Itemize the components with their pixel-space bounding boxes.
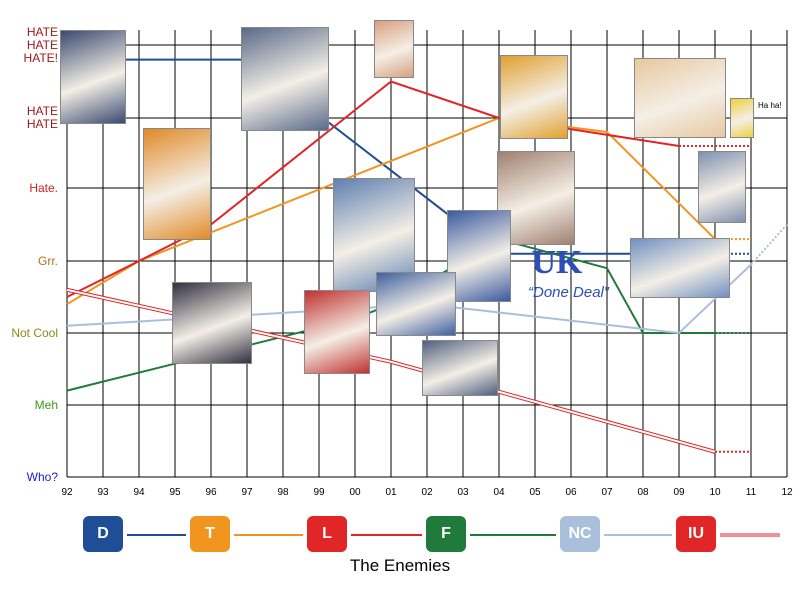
x-tick-label: 93 — [97, 487, 109, 498]
florida-logo: F — [426, 516, 466, 552]
x-tick-label: 97 — [241, 487, 253, 498]
y-level-label: HATE HATE HATE! — [23, 24, 58, 65]
haha-speech-bubble: Ha ha! — [756, 100, 784, 111]
florida-coach-photo — [172, 282, 252, 364]
duke-celebration-photo — [241, 27, 329, 131]
x-tick-label: 04 — [493, 487, 505, 498]
indiana-logo: IU — [676, 516, 716, 552]
x-tick-label: 95 — [169, 487, 181, 498]
cartoon-laughing-photo — [730, 98, 754, 138]
y-level-label: Not Cool — [11, 325, 58, 340]
louisville-coach-head-photo — [374, 20, 414, 78]
x-tick-label: 94 — [133, 487, 145, 498]
y-level-label: Who? — [26, 469, 58, 484]
x-tick-label: 09 — [673, 487, 685, 498]
unc-coach-photo — [422, 340, 498, 396]
x-tick-label: 08 — [637, 487, 649, 498]
tennessee-logo: T — [190, 516, 230, 552]
florida-player-2-photo — [376, 272, 456, 336]
duke-shooter-photo — [60, 30, 126, 124]
y-level-label: Meh — [34, 397, 58, 412]
indiana-coach-photo — [304, 290, 370, 374]
series-projection — [750, 223, 788, 266]
x-tick-label: 03 — [457, 487, 469, 498]
y-level-label: Grr. — [38, 253, 58, 268]
x-tick-label: 02 — [421, 487, 433, 498]
x-tick-label: 10 — [709, 487, 721, 498]
duke-logo: D — [83, 516, 123, 552]
x-tick-label: 98 — [277, 487, 289, 498]
x-tick-label: 96 — [205, 487, 217, 498]
y-level-label: HATE HATE — [26, 104, 58, 131]
blonde-woman-photo — [634, 58, 726, 138]
done-deal-annotation: “Done Deal” — [528, 284, 609, 301]
x-axis-title: The Enemies — [349, 556, 451, 575]
louisville-logo: L — [307, 516, 347, 552]
x-tick-label: 05 — [529, 487, 541, 498]
x-tick-label: 92 — [61, 487, 73, 498]
tennessee-guard-photo — [143, 128, 211, 240]
y-level-label: Hate. — [29, 180, 58, 195]
x-tick-label: 07 — [601, 487, 613, 498]
x-tick-label: 99 — [313, 487, 325, 498]
florida-player-photo — [447, 210, 511, 302]
tennessee-coach-photo — [698, 151, 746, 223]
north-carolina-logo: NC — [560, 516, 600, 552]
x-tick-label: 01 — [385, 487, 397, 498]
tennessee-fans-photo — [500, 55, 568, 139]
x-tick-label: 06 — [565, 487, 577, 498]
kentucky-logo: UK — [531, 244, 583, 281]
unc-celebration-photo — [630, 238, 730, 298]
x-tick-label: 11 — [745, 487, 757, 498]
x-tick-label: 12 — [781, 487, 793, 498]
x-tick-label: 00 — [349, 487, 361, 498]
